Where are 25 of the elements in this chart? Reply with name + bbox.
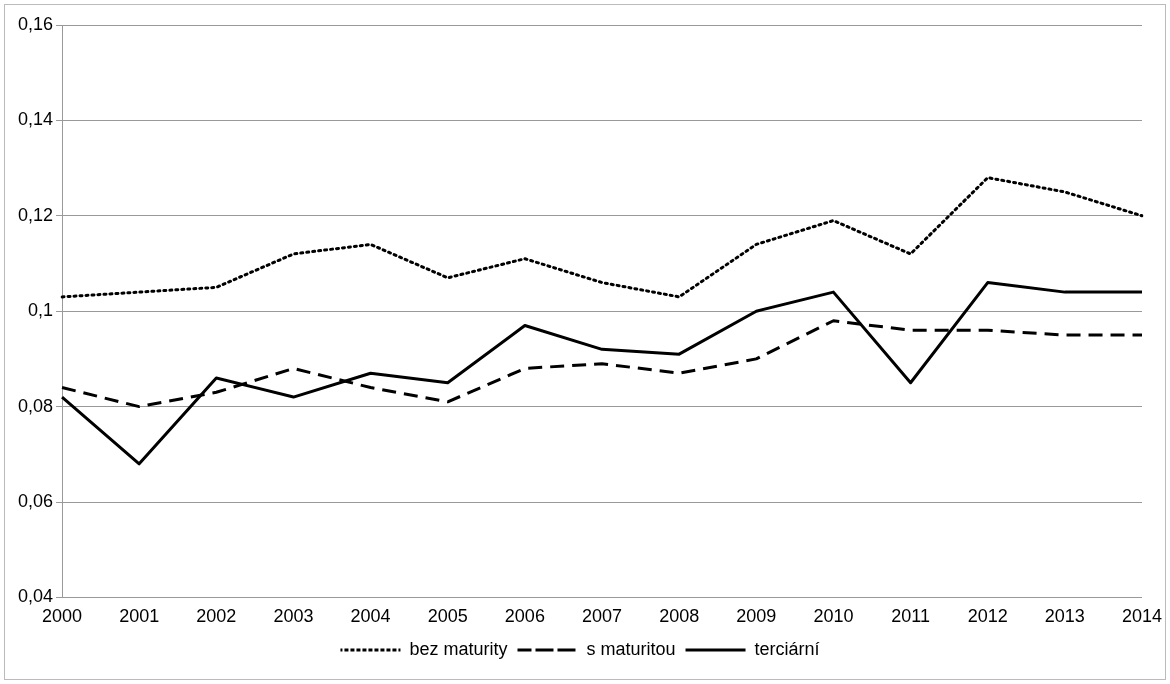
y-tick-label: 0,06 [17, 490, 54, 511]
x-tick-label: 2003 [273, 606, 314, 627]
y-tick-label: 0,1 [28, 300, 54, 321]
x-tick-label: 2009 [736, 606, 777, 627]
y-tick-label: 0,12 [17, 204, 54, 225]
x-tick-label: 2007 [581, 606, 623, 627]
x-tick-label: 2011 [891, 606, 930, 627]
y-tick-label: 0,04 [17, 586, 54, 607]
legend-label: terciární [754, 638, 820, 659]
x-tick-label: 2014 [1121, 606, 1162, 627]
x-tick-label: 2010 [813, 606, 854, 627]
x-tick-label: 2001 [119, 606, 160, 627]
legend-label: s maturitou [586, 638, 676, 659]
x-tick-label: 2004 [350, 606, 391, 627]
x-tick-label: 2006 [504, 606, 545, 627]
x-tick-label: 2002 [196, 606, 237, 627]
x-tick-label: 2000 [42, 606, 83, 627]
y-tick-label: 0,08 [17, 395, 54, 416]
x-tick-label: 2005 [427, 606, 468, 627]
x-tick-label: 2012 [967, 606, 1008, 627]
x-tick-label: 2013 [1044, 606, 1085, 627]
x-tick-label: 2008 [659, 606, 700, 627]
legend-label: bez maturity [409, 638, 508, 659]
y-tick-label: 0,14 [17, 109, 54, 130]
y-tick-label: 0,16 [17, 13, 54, 34]
